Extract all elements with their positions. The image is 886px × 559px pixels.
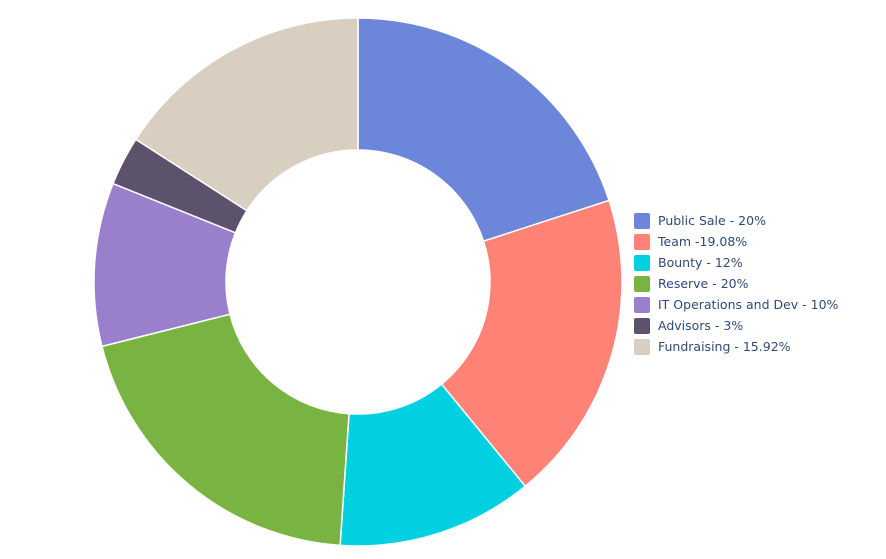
- legend-label: Public Sale - 20%: [658, 213, 766, 228]
- legend-label: Team -19.08%: [658, 234, 748, 249]
- legend-swatch: [634, 212, 650, 229]
- legend-item-6[interactable]: Fundraising - 15.92%: [634, 336, 838, 357]
- legend-swatch: [634, 338, 650, 355]
- legend-label: Advisors - 3%: [658, 318, 744, 333]
- slice-1[interactable]: [440, 199, 623, 488]
- legend-swatch: [634, 254, 650, 271]
- legend-item-0[interactable]: Public Sale - 20%: [634, 210, 838, 231]
- legend-swatch: [634, 296, 650, 313]
- legend-swatch: [634, 317, 650, 334]
- slice-6[interactable]: [134, 17, 359, 212]
- legend-item-3[interactable]: Reserve - 20%: [634, 273, 838, 294]
- legend-label: Fundraising - 15.92%: [658, 339, 791, 354]
- donut-slices: [93, 17, 623, 547]
- slice-3[interactable]: [101, 313, 350, 547]
- legend-label: Reserve - 20%: [658, 276, 749, 291]
- legend-item-1[interactable]: Team -19.08%: [634, 231, 838, 252]
- legend-item-4[interactable]: IT Operations and Dev - 10%: [634, 294, 838, 315]
- legend-label: Bounty - 12%: [658, 255, 743, 270]
- slice-0[interactable]: [357, 17, 611, 243]
- legend-item-5[interactable]: Advisors - 3%: [634, 315, 838, 336]
- legend-label: IT Operations and Dev - 10%: [658, 297, 839, 312]
- legend-swatch: [634, 275, 650, 292]
- legend-item-2[interactable]: Bounty - 12%: [634, 252, 838, 273]
- chart-legend: Public Sale - 20% Team -19.08% Bounty - 12…: [634, 210, 838, 357]
- legend-swatch: [634, 233, 650, 250]
